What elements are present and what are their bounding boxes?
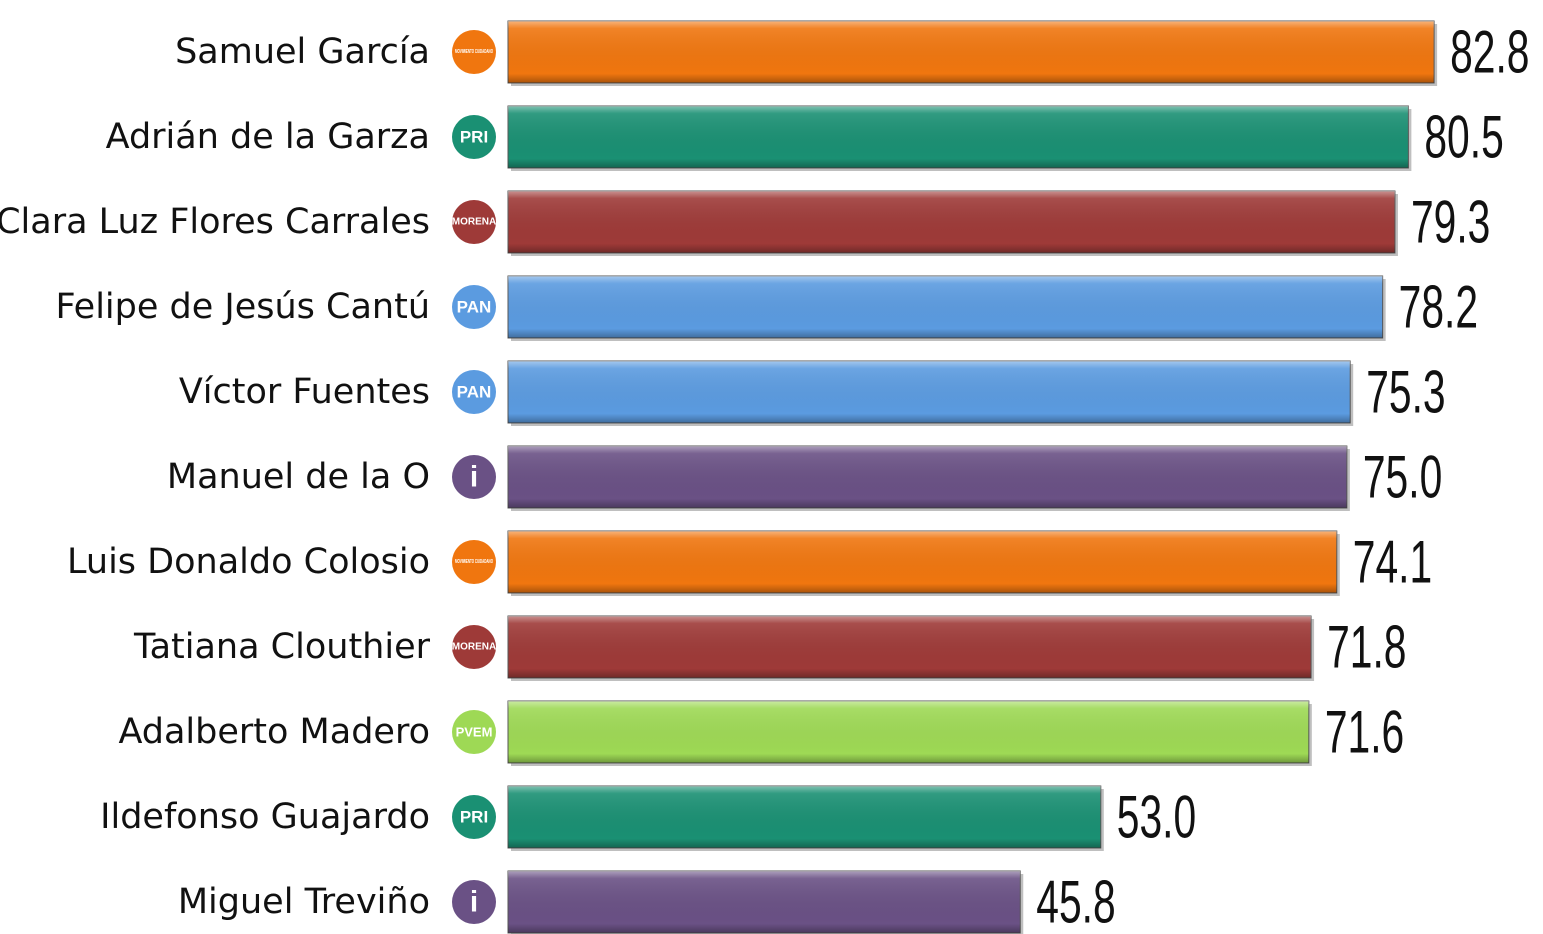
category-label: Tatiana Clouthier (133, 627, 431, 667)
value-label: 78.2 (1399, 274, 1478, 341)
bar-shine (508, 276, 1383, 338)
category-label: Víctor Fuentes (179, 372, 430, 412)
category-label: Adalberto Madero (118, 712, 430, 752)
bar-shine (508, 786, 1101, 848)
party-label: MORENA (452, 217, 496, 228)
party-label: MOVIMIENTO CIUDADANO (455, 559, 493, 565)
party-label: MORENA (452, 642, 496, 653)
bar-shine (508, 871, 1021, 933)
bar-shine (508, 106, 1409, 168)
party-badge (452, 200, 496, 244)
category-label: Adrián de la Garza (106, 117, 430, 157)
party-label: i (470, 886, 478, 919)
value-label: 75.3 (1366, 359, 1445, 426)
category-label: Clara Luz Flores Carrales (0, 202, 430, 242)
party-badge (452, 795, 496, 839)
value-label: 45.8 (1036, 869, 1115, 934)
value-label: 79.3 (1411, 189, 1490, 256)
party-badge (452, 880, 496, 924)
party-badge (452, 625, 496, 669)
bar-shine (508, 616, 1312, 678)
bar-shine (508, 361, 1351, 423)
party-label: PRI (460, 128, 488, 147)
value-label: 71.8 (1327, 614, 1406, 681)
value-label: 80.5 (1424, 104, 1503, 171)
party-label: MOVIMIENTO CIUDADANO (455, 49, 493, 55)
value-label: 75.0 (1363, 444, 1442, 511)
category-label: Ildefonso Guajardo (100, 797, 430, 837)
value-label: 82.8 (1450, 19, 1529, 86)
party-label: PVEM (456, 725, 493, 740)
bar-shine (508, 446, 1347, 508)
party-label: PRI (460, 808, 488, 827)
party-label: PAN (457, 298, 492, 317)
party-badge (452, 455, 496, 499)
category-label: Manuel de la O (167, 457, 430, 497)
category-label: Luis Donaldo Colosio (67, 542, 430, 582)
category-label: Felipe de Jesús Cantú (55, 287, 430, 327)
party-label: PAN (457, 383, 492, 402)
bar-shine (508, 701, 1309, 763)
bar-shine (508, 531, 1337, 593)
party-badge (452, 710, 496, 754)
bar-shine (508, 21, 1435, 83)
party-badge (452, 285, 496, 329)
party-label: i (470, 461, 478, 494)
party-badge (452, 30, 496, 74)
value-label: 74.1 (1353, 529, 1432, 596)
value-label: 53.0 (1117, 784, 1196, 851)
category-label: Samuel García (175, 32, 430, 72)
party-badge (452, 540, 496, 584)
category-label: Miguel Treviño (178, 882, 430, 922)
party-badge (452, 115, 496, 159)
value-label: 71.6 (1325, 699, 1404, 766)
bar-shine (508, 191, 1395, 253)
party-badge (452, 370, 496, 414)
